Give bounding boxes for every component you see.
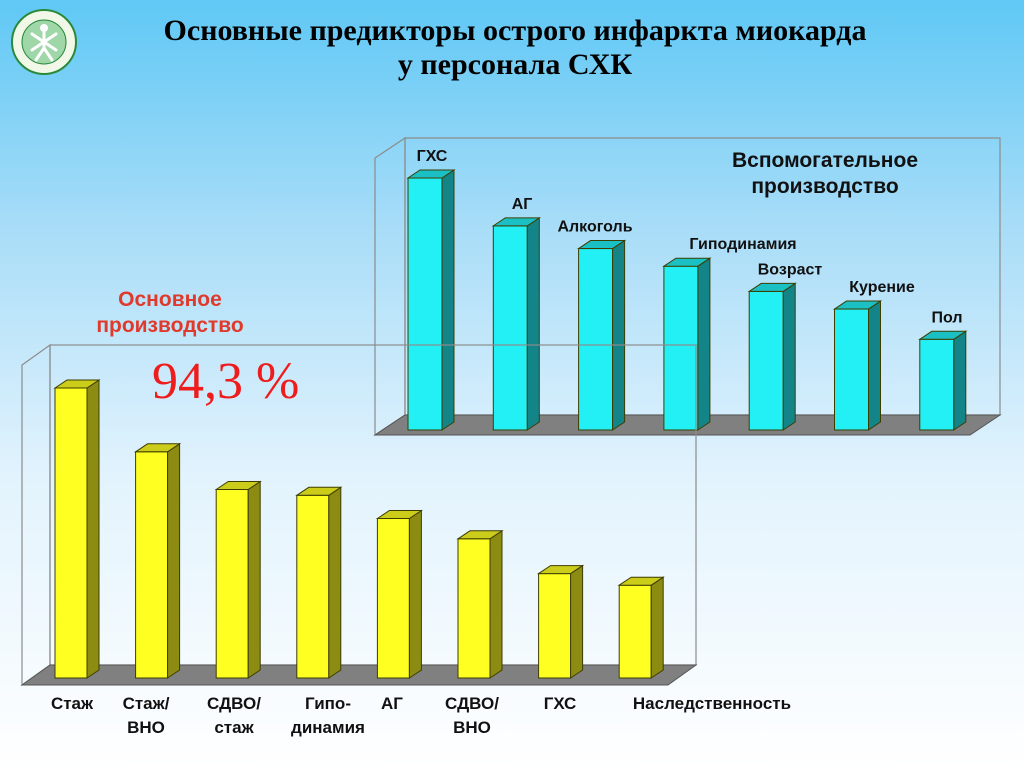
bar-aux-5-top [832,300,883,310]
bar-main-6-top [536,565,585,575]
bar-main-7-side [650,576,664,679]
slide-title: Основные предикторы острого инфаркта мио… [150,14,880,82]
bar-aux-1-top [491,217,541,227]
logo-emblem [11,9,77,75]
bar-main-2 [214,480,262,679]
bar-aux-2-side [612,239,626,431]
bar-main-0-front [54,387,88,679]
aux-production-label-line-2: производство [751,175,899,198]
bar-main-6-front [538,573,572,679]
bar-main-4-front [376,518,410,679]
bar-aux-3-front [663,265,699,431]
bar-main-7 [617,576,665,679]
bar-aux-5-side [868,300,881,431]
main-category-label-5: СДВО/ВНО [445,694,499,737]
aux-category-label-4: Возраст [758,261,823,278]
bar-main-5-side [489,529,503,679]
bar-main-5-top [456,530,504,540]
main-chart-floor [20,664,698,686]
bar-aux-5-front [834,308,869,431]
bar-aux-4-front [748,290,784,431]
bar-aux-1-side [526,216,540,431]
bar-main-4 [375,509,424,679]
bar-aux-4 [747,282,797,431]
bar-aux-0-side [441,169,455,431]
aux-category-label-6: Пол [931,309,962,326]
bar-main-3-side [328,486,342,679]
main-category-label-2: СДВО/стаж [207,694,261,737]
bar-main-4-side [408,509,422,679]
bar-main-1-side [167,442,181,679]
aux-category-label-3: Гиподинамия [689,236,796,253]
bar-aux-5 [832,300,883,431]
aux-category-label-2: Алкоголь [557,219,632,236]
bar-aux-2 [576,239,627,431]
bar-aux-3-side [697,257,711,431]
bar-main-1 [133,442,182,679]
main-category-label-1: Стаж/ВНО [123,694,170,737]
bar-main-5 [456,529,504,679]
main-production-chart: Стаж Стаж/ВНО СДВО/стаж Гипо-динамия АГ СДВО/… [20,343,791,737]
bar-aux-6 [918,330,968,431]
bar-aux-6-top [918,330,968,340]
main-production-percent: 94,3 % [152,353,300,410]
bar-main-3-front [296,494,330,679]
main-production-label-line-2: производство [96,314,244,337]
bar-main-2-top [214,481,262,490]
bar-main-3-top [295,486,343,496]
bar-main-0-side [86,379,100,679]
aux-chart-side-wall [374,136,406,437]
bar-aux-3-top [662,257,712,267]
bar-main-7-top [617,576,665,586]
bar-main-1-front [135,451,169,679]
bar-main-2-side [247,480,261,679]
bar-aux-1 [491,216,541,431]
bar-main-2-front [215,489,249,679]
bar-aux-1-front [492,225,528,431]
bar-aux-6-front [919,338,955,431]
bar-main-0 [53,379,101,679]
title-line-2: у персонала СХК [397,48,633,81]
bar-main-1-top [133,443,182,453]
bar-aux-6-side [953,330,967,431]
main-production-label-line-1: Основное [118,288,222,311]
aux-category-label-5: Курение [849,279,915,296]
bar-aux-0 [406,169,456,431]
bar-aux-3 [662,257,712,431]
bar-main-6-side [570,564,584,679]
bar-main-0-top [53,379,101,389]
aux-category-label-0: ГХС [417,148,448,165]
bar-main-4-top [375,510,424,519]
bar-aux-4-top [747,282,797,292]
bar-aux-2-top [576,240,627,250]
aux-production-chart: ГХС АГ Алкоголь Гиподинамия Возраст Курение По… [373,136,1002,437]
bar-aux-4-side [782,282,796,431]
aux-production-label-line-1: Вспомогательное [732,149,918,172]
title-line-1: Основные предикторы острого инфаркта мио… [163,14,867,47]
main-category-label-0: Стаж [51,694,94,713]
bar-main-6 [536,564,585,679]
main-category-label-4: АГ [381,694,403,713]
aux-production-label: Вспомогательное производство [705,148,945,200]
bar-aux-2-front [578,248,614,431]
main-category-label-6: ГХС [544,694,577,713]
bar-main-7-front [618,584,652,679]
main-chart-side-wall [21,343,51,687]
bar-main-3 [295,486,343,679]
main-category-label-3: Гипо-динамия [291,694,365,737]
bar-main-5-front [457,538,491,679]
aux-category-label-1: АГ [512,196,533,213]
main-production-label: Основное производство [70,287,270,339]
main-category-label-7: Наследственность [633,694,791,713]
bar-aux-0-top [406,169,456,179]
bar-aux-0-front [407,177,443,431]
